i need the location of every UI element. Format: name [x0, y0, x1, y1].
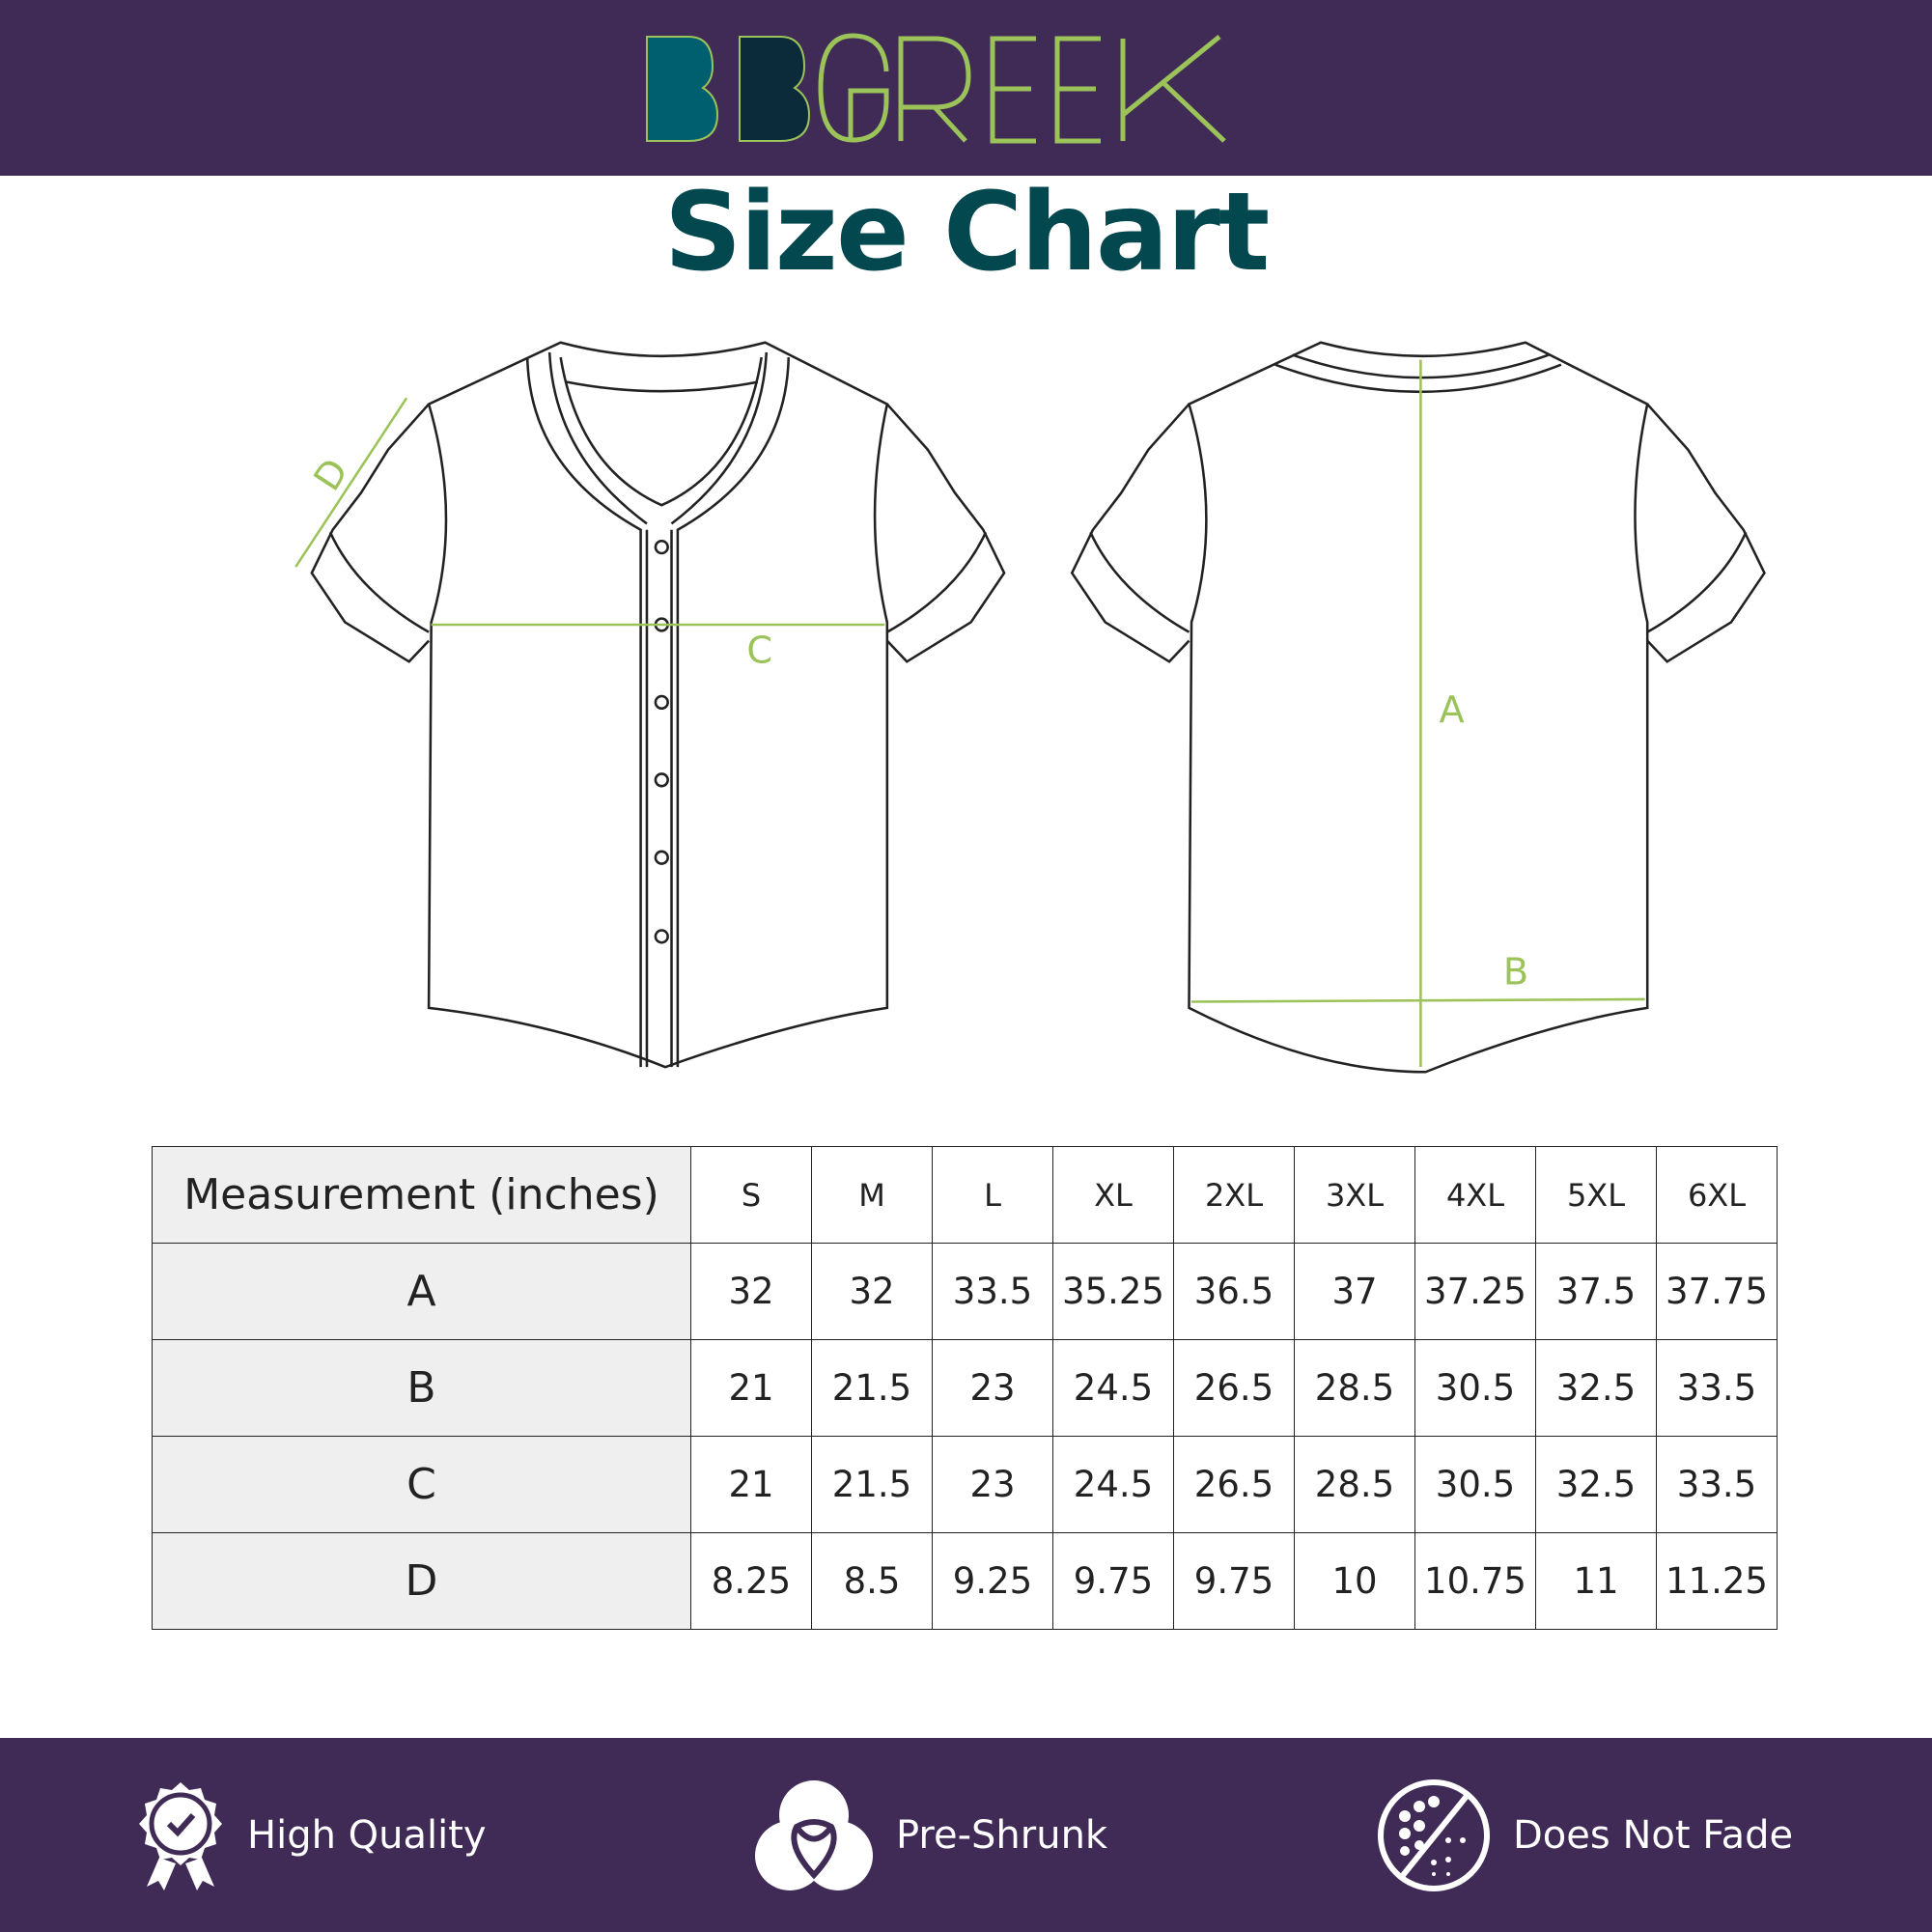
table-cell: 33.5: [1656, 1339, 1778, 1437]
table-cell: 33.5: [1656, 1436, 1778, 1533]
feature-label: Pre-Shrunk: [896, 1812, 1108, 1858]
measure-lines: [294, 359, 1645, 1068]
feature-does-not-fade: Does Not Fade: [1376, 1738, 1793, 1932]
table-cell: 37.5: [1535, 1243, 1657, 1340]
front-jersey-drawing: [310, 341, 1006, 1069]
label-d: D: [305, 451, 357, 498]
table-cell: 37.75: [1656, 1243, 1778, 1340]
table-cell: 37: [1294, 1243, 1415, 1340]
feature-label: High Quality: [247, 1812, 487, 1858]
table-cell: 28.5: [1294, 1436, 1415, 1533]
table-cell: 9.75: [1173, 1532, 1295, 1630]
row-label: D: [152, 1532, 691, 1630]
feature-label: Does Not Fade: [1513, 1812, 1794, 1858]
pre-shrunk-icon: [755, 1779, 873, 1890]
table-cell: 21: [690, 1436, 812, 1533]
table-row: A 32 32 33.5 35.25 36.5 37 37.25 37.5 37.75: [152, 1243, 1778, 1340]
table-cell: 10.75: [1414, 1532, 1536, 1630]
table-cell: 8.25: [690, 1532, 812, 1630]
no-fade-icon: [1378, 1778, 1490, 1891]
feature-pre-shrunk: Pre-Shrunk: [753, 1738, 1107, 1932]
table-cell: 32: [690, 1243, 812, 1340]
table-header-row: Measurement (inches) S M L XL 2XL 3XL 4X…: [152, 1146, 1778, 1244]
brand-logo: [646, 33, 1226, 144]
table-cell: 24.5: [1052, 1339, 1174, 1437]
page-title: Size Chart: [663, 170, 1270, 295]
size-header: XL: [1052, 1146, 1174, 1244]
table-cell: 30.5: [1414, 1339, 1536, 1437]
size-header: M: [811, 1146, 933, 1244]
size-header: L: [932, 1146, 1053, 1244]
size-header: 2XL: [1173, 1146, 1295, 1244]
table-cell: 21: [690, 1339, 812, 1437]
table-cell: 10: [1294, 1532, 1415, 1630]
label-c: C: [746, 630, 772, 673]
label-b: B: [1503, 951, 1528, 994]
table-cell: 30.5: [1414, 1436, 1536, 1533]
table-cell: 11.25: [1656, 1532, 1778, 1630]
table-row: D 8.25 8.5 9.25 9.75 9.75 10 10.75 11 11.25: [152, 1532, 1778, 1630]
table-row: C 21 21.5 23 24.5 26.5 28.5 30.5 32.5 33.5: [152, 1436, 1778, 1533]
size-table: Measurement (inches) S M L XL 2XL 3XL 4X…: [152, 1146, 1778, 1630]
table-cell: 9.75: [1052, 1532, 1174, 1630]
size-header: 3XL: [1294, 1146, 1415, 1244]
table-cell: 26.5: [1173, 1436, 1295, 1533]
row-label: B: [152, 1339, 691, 1437]
header-measurement: Measurement (inches): [152, 1146, 691, 1244]
table-cell: 26.5: [1173, 1339, 1295, 1437]
table-cell: 35.25: [1052, 1243, 1174, 1340]
table-cell: 21.5: [811, 1436, 933, 1533]
back-jersey-drawing: [1070, 341, 1766, 1074]
row-label: A: [152, 1243, 691, 1340]
table-cell: 8.5: [811, 1532, 933, 1630]
table-cell: 33.5: [932, 1243, 1053, 1340]
label-a: A: [1440, 688, 1465, 732]
footer-banner: High Quality Pre-Shrunk Does Not Fade: [0, 1738, 1932, 1932]
size-header: 4XL: [1414, 1146, 1536, 1244]
table-cell: 32: [811, 1243, 933, 1340]
table-cell: 32.5: [1535, 1339, 1657, 1437]
table-cell: 24.5: [1052, 1436, 1174, 1533]
table-row: B 21 21.5 23 24.5 26.5 28.5 30.5 32.5 33.5: [152, 1339, 1778, 1437]
table-cell: 32.5: [1535, 1436, 1657, 1533]
header-banner: [0, 0, 1932, 176]
table-cell: 11: [1535, 1532, 1657, 1630]
table-cell: 9.25: [932, 1532, 1053, 1630]
size-header: S: [690, 1146, 812, 1244]
table-cell: 21.5: [811, 1339, 933, 1437]
table-cell: 36.5: [1173, 1243, 1295, 1340]
size-header: 5XL: [1535, 1146, 1657, 1244]
table-cell: 23: [932, 1436, 1053, 1533]
award-badge-icon: [139, 1781, 222, 1890]
size-header: 6XL: [1656, 1146, 1778, 1244]
table-cell: 37.25: [1414, 1243, 1536, 1340]
table-cell: 28.5: [1294, 1339, 1415, 1437]
table-cell: 23: [932, 1339, 1053, 1437]
row-label: C: [152, 1436, 691, 1533]
feature-high-quality: High Quality: [135, 1738, 487, 1932]
